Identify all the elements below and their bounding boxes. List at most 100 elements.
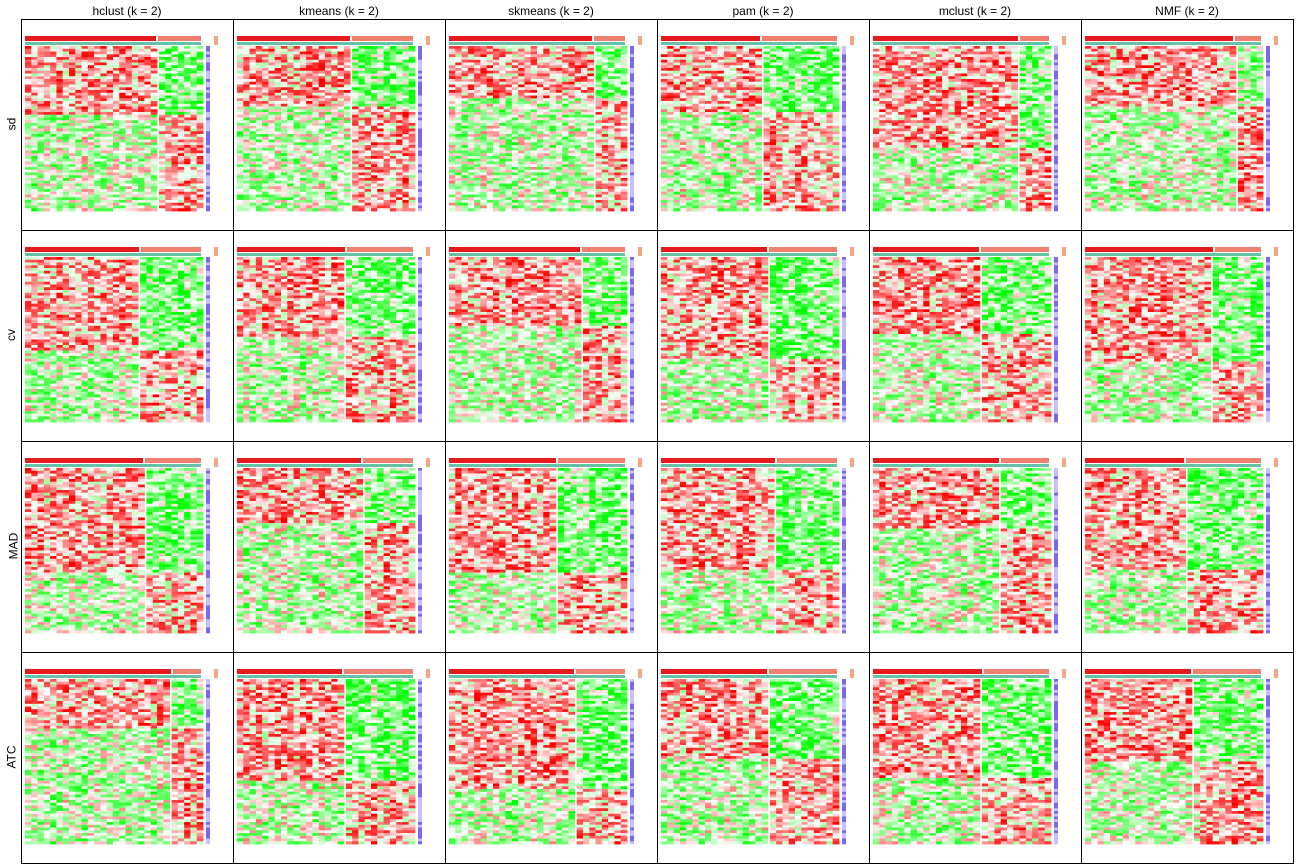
heatmap-cell <box>530 48 538 52</box>
heatmap-cell <box>171 208 179 212</box>
heatmap-cell <box>595 114 603 118</box>
heatmap-cell <box>287 147 294 151</box>
heatmap-cell <box>150 81 158 85</box>
heatmap-cell <box>293 65 301 69</box>
heatmap-cell <box>243 161 250 165</box>
heatmap-cell <box>81 95 89 99</box>
heatmap-cell <box>389 150 397 154</box>
heatmap-cell <box>505 46 513 50</box>
heatmap-cell <box>486 62 494 66</box>
heatmap-cell <box>455 205 462 209</box>
heatmap-cell <box>467 125 475 129</box>
heatmap-cell <box>505 87 513 91</box>
heatmap-cell <box>190 98 198 102</box>
heatmap-cell <box>159 191 166 195</box>
heatmap-cell <box>144 183 152 187</box>
heatmap-cell <box>150 103 158 107</box>
heatmap-cell <box>461 70 469 74</box>
heatmap-cell <box>474 158 481 162</box>
heatmap-cell <box>396 180 403 184</box>
heatmap-cell <box>274 202 282 206</box>
heatmap-cell <box>543 90 550 94</box>
heatmap-cell <box>171 117 179 121</box>
heatmap-cell <box>150 150 158 154</box>
heatmap-cell <box>274 167 282 171</box>
heatmap-cell <box>337 120 345 124</box>
heatmap-cell <box>119 79 126 83</box>
heatmap-cell <box>601 92 609 96</box>
heatmap-cell <box>144 161 152 165</box>
heatmap-cell <box>358 161 366 165</box>
heatmap-cell <box>449 114 456 118</box>
heatmap-cell <box>587 161 594 165</box>
heatmap-cell <box>94 189 101 193</box>
heatmap-cell <box>138 200 145 204</box>
heatmap-cell <box>562 205 569 209</box>
heatmap-cell <box>549 73 557 77</box>
heatmap-cell <box>94 76 101 80</box>
heatmap-cell <box>125 54 133 58</box>
heatmap-cell <box>499 59 506 63</box>
heatmap-cell <box>131 90 139 94</box>
heatmap-cell <box>581 59 588 63</box>
heatmap-cell <box>293 48 301 52</box>
heatmap-cell <box>87 120 95 124</box>
row-annotation-cell <box>418 134 422 138</box>
heatmap-cell <box>574 95 582 99</box>
heatmap-cell <box>530 189 538 193</box>
heatmap-cell <box>543 51 550 55</box>
heatmap-cell <box>455 172 462 176</box>
heatmap-cell <box>281 167 288 171</box>
heatmap-cell <box>364 164 372 168</box>
heatmap-cell <box>268 59 276 63</box>
heatmap-cell <box>94 145 101 149</box>
heatmap-cell <box>184 153 191 157</box>
heatmap-cell <box>511 46 519 50</box>
heatmap-cell <box>587 76 594 80</box>
heatmap-cell <box>25 194 32 198</box>
heatmap-cell <box>530 92 538 96</box>
heatmap-cell <box>75 90 82 94</box>
heatmap-cell <box>364 136 372 140</box>
heatmap-cell <box>480 131 488 135</box>
heatmap-cell <box>383 167 391 171</box>
heatmap-cell <box>505 158 513 162</box>
heatmap-cell <box>268 48 276 52</box>
heatmap-cell <box>408 139 416 143</box>
heatmap-cell <box>287 70 294 74</box>
heatmap-cell <box>287 87 294 91</box>
heatmap-cell <box>125 125 133 129</box>
heatmap-cell <box>243 194 250 198</box>
heatmap-cell <box>177 186 185 190</box>
heatmap-cell <box>37 205 45 209</box>
heatmap-cell <box>549 54 557 58</box>
heatmap-cell <box>262 150 269 154</box>
heatmap-cell <box>119 84 126 88</box>
heatmap-cell <box>312 48 320 52</box>
heatmap-cell <box>402 123 410 127</box>
heatmap-cell <box>293 161 301 165</box>
heatmap-cell <box>87 205 95 209</box>
heatmap-cell <box>268 73 276 77</box>
heatmap-cell <box>150 98 158 102</box>
heatmap-cell <box>383 123 391 127</box>
row-annotation-cell <box>418 183 422 187</box>
heatmap-cell <box>371 147 378 151</box>
heatmap-cell <box>299 59 307 63</box>
heatmap-cell <box>62 62 70 66</box>
heatmap-cell <box>555 87 563 91</box>
heatmap-cell <box>396 208 403 212</box>
heatmap-cell <box>287 48 294 52</box>
heatmap-cell <box>461 147 469 151</box>
heatmap-cell <box>113 81 120 85</box>
heatmap-cell <box>461 145 469 149</box>
heatmap-cell <box>50 54 57 58</box>
heatmap-cell <box>255 161 263 165</box>
heatmap-cell <box>281 200 288 204</box>
heatmap-cell <box>262 117 269 121</box>
heatmap-cell <box>177 183 185 187</box>
heatmap-cell <box>171 169 179 173</box>
heatmap-cell <box>299 200 307 204</box>
heatmap-cell <box>537 103 544 107</box>
heatmap-cell <box>371 175 378 179</box>
